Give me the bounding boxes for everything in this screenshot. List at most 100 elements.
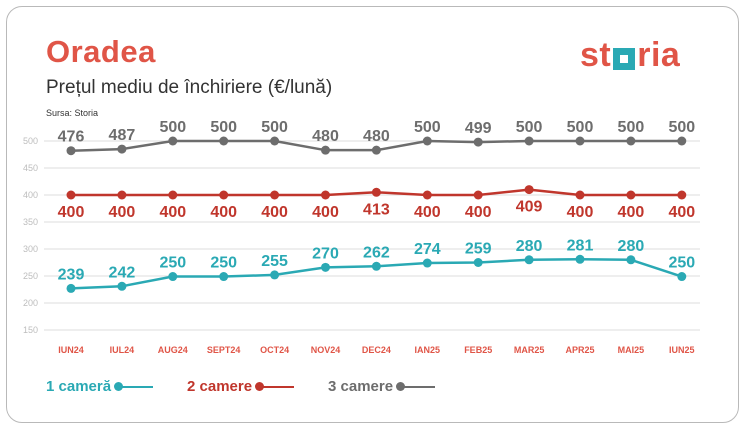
data-point — [626, 136, 636, 146]
data-label: 400 — [261, 204, 288, 221]
data-point — [626, 255, 636, 265]
legend-label: 3 camere — [328, 378, 394, 395]
data-label: 274 — [414, 241, 441, 258]
x-tick-label: IAN25 — [415, 345, 441, 355]
legend-item: 1 cameră — [46, 378, 154, 395]
data-point — [575, 136, 585, 146]
x-tick-label: AUG24 — [158, 345, 188, 355]
data-point — [422, 190, 432, 200]
data-point — [117, 190, 127, 200]
y-tick-label: 300 — [23, 244, 38, 254]
data-label: 400 — [210, 204, 237, 221]
data-label: 250 — [668, 255, 695, 272]
data-point — [168, 272, 178, 282]
data-label: 280 — [618, 238, 645, 255]
source-note: Sursa: Storia — [46, 108, 99, 118]
city-title: Oradea — [46, 34, 156, 69]
data-point — [117, 144, 127, 154]
data-label: 281 — [567, 237, 594, 254]
data-label: 400 — [668, 204, 695, 221]
legend-dot-icon — [396, 381, 406, 391]
legend-line-icon — [255, 381, 295, 391]
data-point — [270, 270, 280, 280]
data-label: 400 — [58, 204, 85, 221]
data-label: 499 — [465, 120, 492, 137]
data-label: 500 — [516, 119, 543, 136]
chart-subtitle: Prețul mediu de închiriere (€/lună) — [46, 77, 333, 98]
logo-o-icon — [613, 47, 636, 70]
x-tick-label: IUN24 — [58, 345, 84, 355]
data-point — [473, 137, 483, 147]
y-tick-label: 350 — [23, 217, 38, 227]
data-point — [270, 190, 280, 200]
legend-item: 2 camere — [187, 378, 295, 395]
data-point — [270, 136, 280, 146]
data-point — [575, 190, 585, 200]
data-point — [473, 190, 483, 200]
x-tick-label: MAR25 — [514, 345, 545, 355]
y-tick-label: 150 — [23, 325, 38, 335]
data-point — [66, 146, 76, 156]
data-point — [524, 185, 534, 195]
storia-logo: st ria — [580, 36, 680, 75]
x-tick-label: APR25 — [565, 345, 594, 355]
data-point — [677, 136, 687, 146]
data-label: 400 — [465, 204, 492, 221]
legend-item: 3 camere — [328, 378, 436, 395]
data-point — [677, 190, 687, 200]
data-point — [524, 136, 534, 146]
data-point — [371, 261, 381, 271]
legend-dot-icon — [255, 381, 265, 391]
data-label: 400 — [618, 204, 645, 221]
legend-dot-icon — [114, 381, 124, 391]
y-tick-label: 200 — [23, 298, 38, 308]
data-label: 500 — [414, 119, 441, 136]
data-label: 400 — [159, 204, 186, 221]
legend-label: 1 cameră — [46, 378, 112, 395]
chart-card — [6, 6, 739, 423]
data-label: 250 — [210, 255, 237, 272]
y-tick-label: 250 — [23, 271, 38, 281]
x-tick-label: SEPT24 — [207, 345, 241, 355]
x-tick-label: MAI25 — [618, 345, 645, 355]
legend-line-icon — [114, 381, 154, 391]
data-label: 259 — [465, 241, 492, 258]
data-point — [422, 136, 432, 146]
y-tick-label: 500 — [23, 136, 38, 146]
data-label: 270 — [312, 245, 339, 262]
data-point — [575, 254, 585, 264]
data-point — [66, 283, 76, 293]
data-point — [422, 258, 432, 268]
x-tick-label: OCT24 — [260, 345, 289, 355]
data-point — [524, 255, 534, 265]
y-tick-label: 400 — [23, 190, 38, 200]
data-point — [219, 190, 229, 200]
x-tick-label: FEB25 — [464, 345, 492, 355]
data-label: 500 — [618, 119, 645, 136]
y-tick-label: 450 — [23, 163, 38, 173]
data-label: 500 — [567, 119, 594, 136]
data-label: 400 — [312, 204, 339, 221]
data-point — [219, 136, 229, 146]
data-point — [626, 190, 636, 200]
data-label: 242 — [109, 264, 136, 281]
data-point — [321, 190, 330, 200]
data-point — [371, 187, 381, 197]
data-label: 400 — [109, 204, 136, 221]
data-label: 280 — [516, 238, 543, 255]
data-label: 500 — [261, 119, 288, 136]
legend-line-icon — [396, 381, 436, 391]
data-label: 476 — [58, 129, 85, 146]
data-label: 250 — [159, 255, 186, 272]
data-point — [168, 136, 178, 146]
data-label: 413 — [363, 201, 390, 218]
data-label: 262 — [363, 244, 390, 261]
data-point — [473, 258, 483, 267]
data-point — [321, 145, 330, 155]
data-point — [321, 262, 330, 272]
data-point — [219, 272, 229, 282]
data-label: 400 — [414, 204, 441, 221]
logo-text-left: st — [580, 36, 612, 74]
legend-label: 2 camere — [187, 378, 253, 395]
